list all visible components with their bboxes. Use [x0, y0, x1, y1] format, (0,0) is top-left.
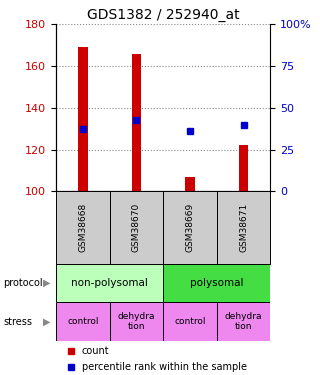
Text: GSM38670: GSM38670: [132, 203, 141, 252]
Text: dehydra
tion: dehydra tion: [225, 312, 262, 331]
Bar: [217, 191, 270, 264]
Text: control: control: [174, 317, 206, 326]
Bar: [185, 177, 195, 191]
Text: GSM38668: GSM38668: [78, 203, 87, 252]
Text: stress: stress: [3, 316, 32, 327]
Text: ▶: ▶: [43, 278, 51, 288]
Title: GDS1382 / 252940_at: GDS1382 / 252940_at: [87, 8, 239, 22]
Text: non-polysomal: non-polysomal: [71, 278, 148, 288]
Bar: [56, 302, 109, 341]
Text: percentile rank within the sample: percentile rank within the sample: [82, 362, 247, 372]
Text: control: control: [67, 317, 99, 326]
Bar: [163, 264, 270, 302]
Bar: [78, 47, 88, 191]
Text: GSM38669: GSM38669: [186, 203, 195, 252]
Bar: [217, 302, 270, 341]
Text: protocol: protocol: [3, 278, 43, 288]
Text: count: count: [82, 346, 109, 356]
Bar: [56, 191, 109, 264]
Text: polysomal: polysomal: [190, 278, 244, 288]
Text: GSM38671: GSM38671: [239, 203, 248, 252]
Bar: [109, 191, 163, 264]
Bar: [56, 264, 163, 302]
Bar: [239, 146, 248, 191]
Bar: [132, 54, 141, 191]
Text: dehydra
tion: dehydra tion: [118, 312, 155, 331]
Bar: [109, 302, 163, 341]
Bar: [163, 191, 217, 264]
Bar: [163, 302, 217, 341]
Text: ▶: ▶: [43, 316, 51, 327]
